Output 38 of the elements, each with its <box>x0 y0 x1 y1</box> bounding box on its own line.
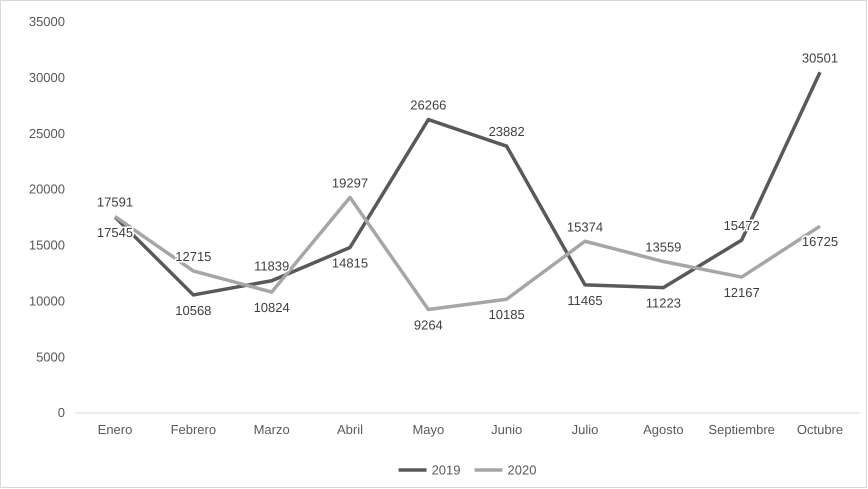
x-tick-label: Agosto <box>643 422 684 438</box>
x-tick-label: Febrero <box>170 422 216 438</box>
data-label: 12167 <box>724 285 760 300</box>
y-tick-label: 15000 <box>28 238 65 253</box>
data-label: 23882 <box>488 124 525 140</box>
legend-label: 2019 <box>432 462 460 478</box>
x-tick-label: Abril <box>336 422 364 438</box>
x-tick-label: Junio <box>491 422 522 438</box>
x-tick-label: Marzo <box>254 422 290 438</box>
data-label: 13559 <box>645 240 682 255</box>
data-label: 12715 <box>175 248 212 264</box>
y-tick-label: 20000 <box>28 182 65 197</box>
y-tick-label: 25000 <box>28 126 65 141</box>
data-label: 9264 <box>414 318 443 333</box>
y-tick-label: 0 <box>58 405 65 420</box>
data-label: 11223 <box>646 296 681 311</box>
data-label: 16725 <box>802 234 838 250</box>
data-label: 19297 <box>332 175 368 190</box>
y-tick-label: 30000 <box>28 70 65 86</box>
data-label: 10824 <box>254 300 290 316</box>
x-tick-label: Julio <box>572 422 598 438</box>
data-label: 14815 <box>332 255 368 270</box>
data-label: 26266 <box>410 98 446 113</box>
data-label: 10185 <box>488 307 525 322</box>
data-label: 17591 <box>96 194 134 210</box>
y-tick-label: 35000 <box>28 14 65 30</box>
data-label: 11465 <box>567 292 603 308</box>
data-label: 30501 <box>802 50 838 66</box>
data-label: 10568 <box>175 302 212 318</box>
x-tick-label: Mayo <box>412 422 444 438</box>
data-label: 11839 <box>254 258 290 274</box>
y-tick-label: 5000 <box>36 349 65 364</box>
x-tick-label: Septiembre <box>708 422 775 438</box>
x-tick-label: Octubre <box>796 422 844 438</box>
y-tick-label: 10000 <box>28 293 65 308</box>
data-label: 15374 <box>566 219 604 234</box>
legend-label: 2020 <box>508 462 536 478</box>
x-tick-label: Enero <box>98 422 132 438</box>
